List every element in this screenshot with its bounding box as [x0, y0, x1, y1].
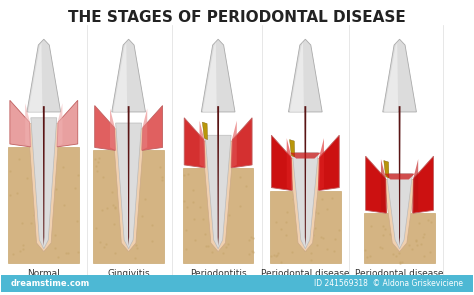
FancyBboxPatch shape — [364, 213, 435, 263]
Polygon shape — [413, 156, 434, 213]
Text: dreamstime.com: dreamstime.com — [11, 279, 90, 288]
Text: Normal: Normal — [27, 269, 60, 278]
Text: Periodontal disease
Moderate: Periodontal disease Moderate — [261, 269, 350, 289]
Text: ID 241569318  © Aldona Griskeviciene: ID 241569318 © Aldona Griskeviciene — [314, 279, 463, 288]
Polygon shape — [272, 135, 292, 191]
Polygon shape — [27, 39, 61, 112]
Text: Periodontal disease
Severe: Periodontal disease Severe — [356, 269, 444, 289]
Polygon shape — [318, 138, 324, 191]
Text: Gingivitis: Gingivitis — [107, 269, 150, 278]
Polygon shape — [384, 160, 389, 178]
Polygon shape — [141, 109, 147, 150]
Polygon shape — [412, 159, 418, 213]
Polygon shape — [110, 109, 116, 150]
FancyBboxPatch shape — [9, 147, 79, 263]
FancyBboxPatch shape — [1, 275, 473, 292]
FancyBboxPatch shape — [93, 150, 164, 263]
Polygon shape — [95, 106, 115, 150]
Polygon shape — [200, 121, 206, 168]
Polygon shape — [201, 39, 235, 112]
Polygon shape — [290, 158, 321, 252]
Polygon shape — [217, 106, 219, 246]
FancyBboxPatch shape — [270, 191, 341, 263]
Polygon shape — [289, 39, 322, 112]
Polygon shape — [28, 124, 60, 252]
FancyBboxPatch shape — [183, 168, 254, 263]
Polygon shape — [202, 122, 208, 140]
Polygon shape — [57, 100, 78, 147]
Polygon shape — [10, 100, 30, 147]
Polygon shape — [43, 106, 45, 246]
Polygon shape — [399, 106, 401, 246]
Polygon shape — [56, 103, 63, 147]
Polygon shape — [287, 138, 293, 191]
Polygon shape — [384, 174, 415, 179]
Polygon shape — [383, 39, 417, 112]
Polygon shape — [384, 42, 398, 112]
Polygon shape — [290, 153, 320, 158]
Polygon shape — [304, 106, 306, 246]
Polygon shape — [290, 140, 295, 157]
Polygon shape — [290, 42, 304, 112]
Polygon shape — [128, 106, 129, 246]
Text: Periodontitis: Periodontitis — [190, 269, 246, 278]
Text: THE STAGES OF PERIODONTAL DISEASE: THE STAGES OF PERIODONTAL DISEASE — [68, 10, 406, 25]
Polygon shape — [113, 42, 127, 112]
Polygon shape — [319, 135, 339, 191]
Polygon shape — [381, 159, 387, 213]
Polygon shape — [205, 135, 231, 249]
Polygon shape — [292, 153, 318, 249]
Polygon shape — [202, 141, 234, 252]
Polygon shape — [142, 106, 163, 150]
Polygon shape — [231, 121, 237, 168]
Polygon shape — [387, 174, 412, 249]
Polygon shape — [28, 42, 42, 112]
Polygon shape — [384, 179, 415, 252]
Polygon shape — [116, 123, 142, 249]
Polygon shape — [25, 103, 31, 147]
Polygon shape — [113, 129, 145, 252]
Polygon shape — [365, 156, 386, 213]
Polygon shape — [203, 42, 217, 112]
Polygon shape — [232, 118, 252, 168]
Polygon shape — [184, 118, 205, 168]
Polygon shape — [31, 118, 57, 249]
Polygon shape — [112, 39, 146, 112]
